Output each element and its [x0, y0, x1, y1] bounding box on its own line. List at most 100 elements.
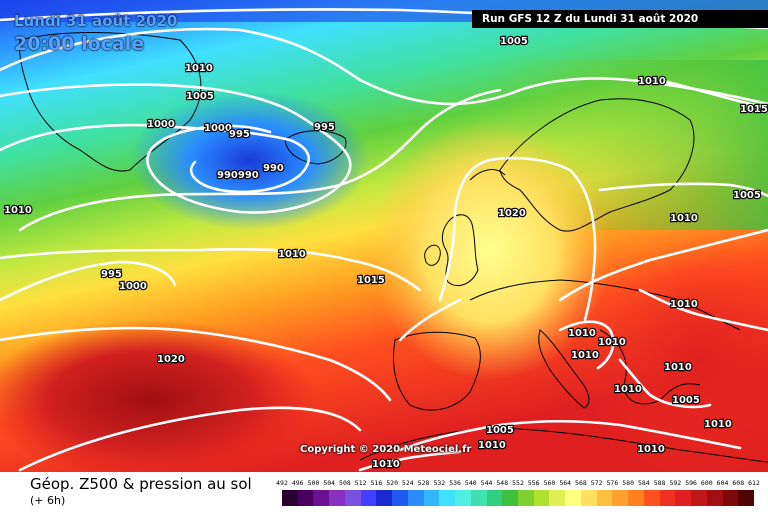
color-scale-swatch	[407, 490, 424, 506]
color-scale-tick-label: 532	[433, 479, 446, 487]
isobar-label: 1005	[486, 425, 514, 436]
isobar-label: 1010	[670, 299, 698, 310]
isobar-label: 1010	[278, 249, 306, 260]
color-scale-swatch	[282, 490, 298, 506]
isobar-label: 990	[263, 163, 284, 174]
color-scale-tick-label: 500	[307, 479, 320, 487]
isobar-line	[0, 326, 392, 402]
color-scale-swatch	[486, 490, 503, 506]
isobar-line	[0, 260, 177, 302]
isobar-label: 1005	[186, 91, 214, 102]
isobar-label: 1010	[598, 337, 626, 348]
isobar-label: 995	[101, 269, 122, 280]
color-scale-tick-label: 608	[732, 479, 745, 487]
color-scale-tick-label: 508	[339, 479, 351, 487]
forecast-local-time: 20:00 locale	[14, 33, 145, 55]
color-scale-swatch	[344, 490, 361, 506]
isobar-label: 1020	[157, 354, 185, 365]
color-scale-swatch	[423, 490, 440, 506]
color-scale-swatch	[675, 490, 692, 506]
color-scale-swatch	[297, 490, 314, 506]
color-scale-tick-label: 604	[716, 479, 729, 487]
isobar-label: 1015	[740, 104, 768, 115]
isobar-label: 1010	[4, 205, 32, 216]
color-scale-swatch	[455, 490, 471, 506]
color-scale-swatch	[329, 490, 345, 506]
isobar-label: 1005	[733, 190, 761, 201]
color-scale-tick-label: 524	[401, 479, 414, 487]
color-scale-tick-label: 552	[512, 479, 524, 487]
isobar-label: 1000	[119, 281, 147, 292]
isobar-line	[438, 156, 597, 322]
isobar-line	[18, 88, 502, 232]
isobar-label: 1000	[147, 119, 175, 130]
isobar-line	[358, 450, 462, 472]
coast-continental-europe	[469, 279, 741, 331]
isobar-label: 1010	[614, 384, 642, 395]
color-scale-swatch	[628, 490, 644, 506]
isobar-line	[0, 83, 352, 214]
color-scale-swatch	[612, 490, 629, 506]
color-scale-tick-label: 560	[543, 479, 556, 487]
forecast-step: (+ 6h)	[30, 494, 66, 507]
color-scale-tick-label: 612	[748, 479, 760, 487]
coast-scandinavia	[499, 98, 695, 232]
color-scale-swatch	[533, 490, 550, 506]
isobar-line	[618, 358, 712, 409]
balkans-warm-core	[580, 240, 768, 472]
isobar-label: 1010	[664, 362, 692, 373]
legend-footer: Géop. Z500 & pression au sol (+ 6h) 492 4…	[0, 472, 768, 512]
isobar-label: 1005	[672, 395, 700, 406]
weather-map: 1005 1010 1010 1005 1015 1000 1000 995 9…	[0, 0, 768, 472]
coast-greenland	[19, 32, 202, 172]
atlantic-heat-core	[0, 320, 320, 472]
isobar-line	[398, 298, 462, 342]
isobar-label: 990990	[217, 170, 259, 181]
isobar-line	[0, 123, 310, 194]
isobar-label: 1010	[704, 419, 732, 430]
color-scale-swatch	[376, 490, 393, 506]
color-scale-tick-label: 592	[669, 479, 682, 487]
color-scale-swatch	[738, 490, 755, 506]
color-scale-swatch	[360, 490, 377, 506]
map-parameter-title: Géop. Z500 & pression au sol	[30, 475, 252, 493]
isobar-label: 995	[314, 122, 335, 133]
isobar-line	[598, 182, 768, 198]
isobar-line	[638, 288, 768, 332]
coast-norway	[469, 169, 506, 181]
color-scale-tick-label: 576	[606, 479, 619, 487]
color-scale-swatch	[643, 490, 660, 506]
color-scale: 492 496 500 504 508 512 516 520 524 528 532 536 540 5…	[276, 479, 760, 509]
color-scale-swatch	[502, 490, 519, 506]
color-scale-swatch	[691, 490, 707, 506]
isobar-line	[558, 228, 768, 302]
color-scale-swatch	[722, 490, 739, 506]
coastlines	[19, 32, 768, 463]
coast-north-africa	[359, 427, 768, 463]
color-scale-swatch	[596, 490, 613, 506]
isobar-label: 1010	[568, 328, 596, 339]
isobar-label: 1005	[500, 36, 528, 47]
color-scale-swatch	[392, 490, 408, 506]
isobar-label: 995	[229, 129, 250, 140]
color-scale-tick-label: 516	[370, 479, 383, 487]
isobar-line	[0, 248, 422, 292]
model-run-banner: Run GFS 12 Z du Lundi 31 août 2020	[472, 10, 768, 28]
color-scale-tick-label: 584	[637, 479, 650, 487]
isobar-labels: 1005 1010 1010 1005 1015 1000 1000 995 9…	[3, 35, 768, 471]
isobar-label: 1010	[670, 213, 698, 224]
color-scale-tick-label: 556	[527, 479, 540, 487]
color-scale-swatch	[565, 490, 581, 506]
isobar-line	[558, 320, 615, 370]
color-scale-swatch	[706, 490, 723, 506]
coast-iceland	[284, 130, 347, 165]
isobar-label: 1015	[357, 275, 385, 286]
color-scale-tick-label: 600	[700, 479, 713, 487]
color-scale-tick-label: 544	[480, 479, 493, 487]
isobar-line	[398, 419, 742, 452]
isobar-line	[18, 406, 362, 472]
color-scale-tick-label: 568	[575, 479, 587, 487]
color-scale-swatch	[549, 490, 566, 506]
color-scale-swatch	[518, 490, 534, 506]
